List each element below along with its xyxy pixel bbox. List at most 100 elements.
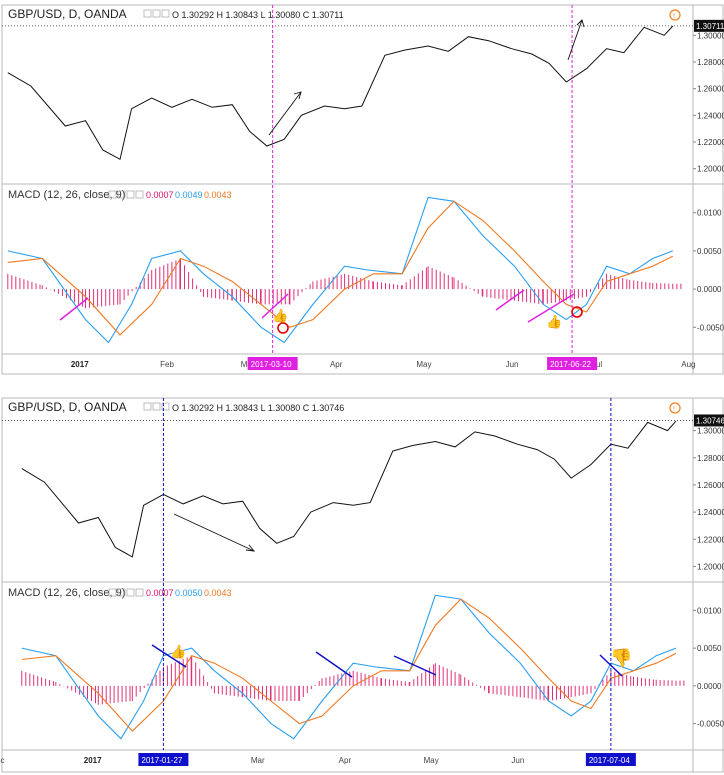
macd-tick-label: 0.0100 (697, 606, 722, 615)
time-axis-label: Aug (681, 360, 695, 369)
alert-clock-icon-glyph: ! (673, 13, 675, 20)
thumbs-down-icon: 👎 (610, 648, 632, 668)
price-tick-label: 1.20000 (697, 562, 724, 571)
trend-arrow-head (245, 544, 256, 552)
time-axis-label: Mar (251, 756, 265, 765)
date-marker-badge (247, 357, 298, 370)
date-marker-badge (138, 753, 189, 766)
macd-series-line (7, 196, 673, 344)
time-axis-label: 2017 (71, 360, 89, 369)
thumbs-up-icon: 👍 (546, 314, 562, 329)
divergence-trendline (59, 297, 89, 321)
price-tick-label: 1.22000 (697, 535, 724, 544)
macd-control-icon (108, 190, 117, 199)
alert-clock-icon (669, 402, 681, 414)
macd-tick-label: 0.0050 (697, 644, 722, 653)
macd-hist-value: 0.0007 (146, 190, 174, 200)
macd-tick-label: -0.0050 (697, 323, 724, 332)
time-axis-label: Jun (506, 360, 519, 369)
time-axis-label: Apr (339, 756, 352, 765)
header-control-icon (152, 9, 161, 18)
divergence-trendline (527, 293, 575, 323)
last-price-label: 1.30746 (696, 416, 724, 425)
macd-control-icon (117, 588, 126, 597)
macd-line-value: 0.0049 (175, 190, 203, 200)
crossover-circle-marker (571, 306, 583, 318)
macd-control-icon (108, 588, 117, 597)
price-tick-label: 1.30000 (697, 31, 724, 40)
macd-tick-label: 0.0100 (697, 209, 722, 218)
ohlc-readout: O 1.30292 H 1.30843 L 1.30080 C 1.30711 (172, 10, 344, 20)
price-tick-label: 1.28000 (697, 454, 724, 463)
macd-control-icon (126, 588, 135, 597)
divergence-trendline (393, 655, 437, 676)
last-price-badge (694, 414, 724, 427)
price-tick-label: 1.24000 (697, 508, 724, 517)
divergence-trendline (495, 289, 525, 311)
macd-control-icon (135, 190, 144, 199)
crossover-circle-marker (277, 322, 289, 334)
symbol-title: GBP/USD, D, OANDA (8, 7, 127, 21)
price-tick-label: 1.22000 (697, 138, 724, 147)
date-marker-label: 2017-06-22 (550, 360, 591, 369)
macd-tick-label: 0.0000 (697, 682, 722, 691)
header-control-icon (143, 9, 152, 18)
time-axis-label: Apr (330, 360, 343, 369)
macd-signal-value: 0.0043 (204, 190, 232, 200)
time-axis-label: May (416, 360, 431, 369)
header-control-icon (143, 402, 152, 411)
trend-arrow-head (293, 91, 302, 100)
macd-line-value: 0.0050 (175, 588, 203, 598)
time-axis-label: Jul (592, 360, 602, 369)
macd-title: MACD (12, 26, close, 9) (8, 587, 125, 599)
trend-arrow-head (576, 19, 585, 28)
price-tick-label: 1.30000 (697, 427, 724, 436)
macd-control-icon (135, 588, 144, 597)
macd-hist-value: 0.0007 (146, 588, 174, 598)
price-tick-label: 1.26000 (697, 481, 724, 490)
time-axis-label: ec (0, 756, 4, 765)
alert-clock-icon-glyph: ! (673, 406, 675, 413)
trend-arrow (268, 91, 302, 136)
divergence-trendline (599, 654, 623, 677)
price-series-line (7, 25, 674, 161)
divergence-trendline (315, 651, 353, 678)
date-marker-label: 2017-07-04 (589, 756, 630, 765)
time-axis-label: May (424, 756, 439, 765)
chart-frame (1, 4, 724, 375)
macd-control-icon (126, 190, 135, 199)
divergence-trendline (261, 293, 289, 319)
macd-series-line (21, 594, 677, 740)
price-tick-label: 1.26000 (697, 85, 724, 94)
last-price-badge (694, 19, 724, 32)
thumbs-up-icon: 👍 (170, 644, 186, 659)
header-control-icon (161, 9, 170, 18)
price-tick-label: 1.24000 (697, 111, 724, 120)
price-tick-label: 1.28000 (697, 58, 724, 67)
time-axis-label: 2017 (84, 756, 102, 765)
chart-frame (1, 397, 724, 773)
date-marker-label: 2017-01-27 (141, 756, 182, 765)
macd-signal-value: 0.0043 (204, 588, 232, 598)
macd-tick-label: 0.0050 (697, 247, 722, 256)
macd-tick-label: 0.0000 (697, 285, 722, 294)
time-axis-label: Jun (511, 756, 524, 765)
last-price-label: 1.30711 (696, 22, 724, 31)
chart-panel-2: GBP/USD, D, OANDA O 1.30292 H 1.30843 L 1… (0, 397, 724, 773)
signal-series-line (7, 200, 674, 336)
header-control-icon (152, 402, 161, 411)
price-tick-label: 1.20000 (697, 165, 724, 174)
thumbs-up-icon: 👍 (272, 308, 288, 323)
header-control-icon (161, 402, 170, 411)
macd-title: MACD (12, 26, close, 9) (8, 189, 125, 201)
trend-arrow (567, 19, 583, 61)
chart-panel-1: GBP/USD, D, OANDA O 1.30292 H 1.30843 L 1… (1, 4, 724, 375)
date-marker-badge (547, 357, 598, 370)
macd-control-icon (117, 190, 126, 199)
ohlc-readout: O 1.30292 H 1.30843 L 1.30080 C 1.30746 (172, 403, 344, 413)
date-marker-badge (585, 753, 636, 766)
price-series-line (21, 420, 677, 558)
date-marker-label: 2017-03-10 (251, 360, 292, 369)
symbol-title: GBP/USD, D, OANDA (8, 400, 127, 414)
